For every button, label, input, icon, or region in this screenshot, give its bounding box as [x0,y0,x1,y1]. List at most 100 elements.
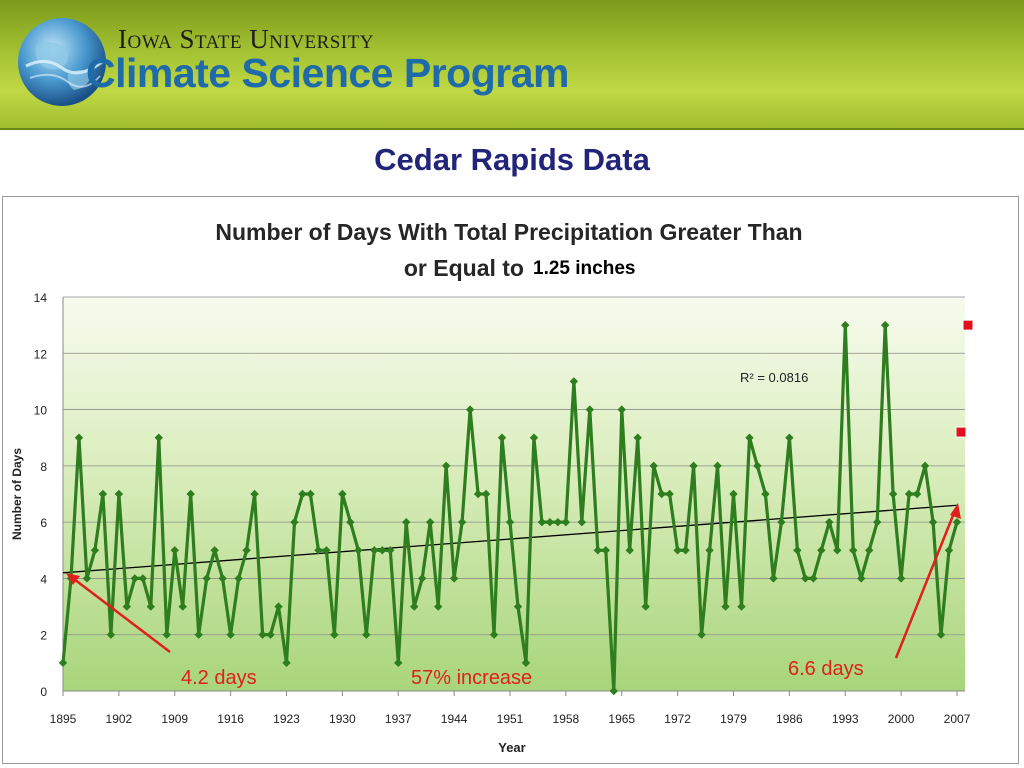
chart-title-line1: Number of Days With Total Precipitation … [215,219,802,245]
data-point [338,489,347,499]
x-tick-label: 2000 [888,712,915,726]
extra-points-group [955,319,974,438]
y-axis-title: Number of Days [10,448,24,540]
data-point [705,546,714,555]
data-point [314,546,323,555]
data-point [481,489,491,499]
data-point [593,546,603,555]
data-point [569,377,579,386]
data-point [817,546,826,555]
x-tick-labels: 1895 1902 1909 1916 1923 1930 1937 1944 1951 1958… [50,691,971,726]
data-point [825,517,834,527]
y-tick-label: 0 [40,685,47,699]
data-point [226,630,235,639]
y-tick-label: 14 [34,291,48,305]
header-divider [0,128,1024,130]
y-tick-label: 12 [34,347,48,361]
plot-area [63,297,965,691]
data-point [737,602,746,611]
x-tick-label: 1909 [161,712,188,726]
data-point [162,630,171,639]
data-point [138,574,148,583]
university-name: Iowa State University [118,24,374,54]
data-point [497,433,507,442]
data-point [194,630,203,639]
x-tick-label: 2007 [944,712,971,726]
y-tick-label: 4 [40,572,47,586]
data-point [809,574,818,583]
data-point [553,517,563,527]
data-point [186,489,195,499]
data-point [529,433,539,442]
data-point [130,574,140,583]
data-point [689,461,698,471]
data-point [521,658,531,668]
x-axis-title: Year [498,740,525,755]
data-point [745,433,754,442]
data-point [681,546,690,555]
data-point [250,489,259,499]
data-point [665,489,674,499]
data-point [170,546,179,555]
arrow-end-head [950,503,961,519]
arrow-start-head [66,573,80,585]
data-point [857,574,866,583]
data-point [489,630,499,639]
data-point [801,574,810,583]
x-tick-label: 1993 [832,712,859,726]
data-point [657,489,666,499]
data-point [449,574,459,583]
r2-label: R² = 0.0816 [740,370,808,385]
annotation-end: 6.6 days [788,658,864,680]
data-point [378,546,387,555]
data-point [306,489,315,499]
data-point [74,433,84,442]
data-point [282,658,291,668]
data-point [473,489,483,499]
data-point [833,546,842,555]
data-point [82,574,92,583]
red-square-marker [955,426,967,438]
y-tick-label: 2 [40,629,47,643]
x-tick-label: 1951 [497,712,524,726]
data-point [290,517,299,527]
data-point [114,489,124,499]
data-point [928,517,938,527]
annotation-start: 4.2 days [181,667,257,689]
data-point [465,405,475,414]
arrow-end [894,507,958,659]
data-point [122,602,132,611]
data-point [274,602,283,611]
data-point [513,602,523,611]
data-point [849,546,858,555]
data-point [417,574,427,583]
series-group [58,320,962,696]
y-tick-labels: 0 2 4 6 8 10 12 14 [34,291,48,699]
data-point [370,546,379,555]
annotation-increase: 57% increase [411,667,532,689]
data-point [410,602,419,611]
data-point [649,461,658,471]
data-point [433,602,443,611]
data-point [673,546,682,555]
data-point [330,630,339,639]
x-tick-label: 1972 [664,712,691,726]
x-tick-label: 1958 [553,712,580,726]
data-point [146,602,156,611]
data-point [346,517,355,527]
data-point [258,630,267,639]
data-point [633,433,642,442]
data-point [266,630,275,639]
data-point [202,574,211,583]
y-tick-label: 8 [40,460,47,474]
data-point [58,658,68,668]
globe-logo-icon [18,18,106,106]
arrow-start [69,575,171,653]
data-point [904,489,914,499]
data-point [769,574,778,583]
data-point [944,546,954,555]
data-point [721,602,730,611]
data-point [920,461,930,471]
x-tick-label: 1937 [385,712,412,726]
